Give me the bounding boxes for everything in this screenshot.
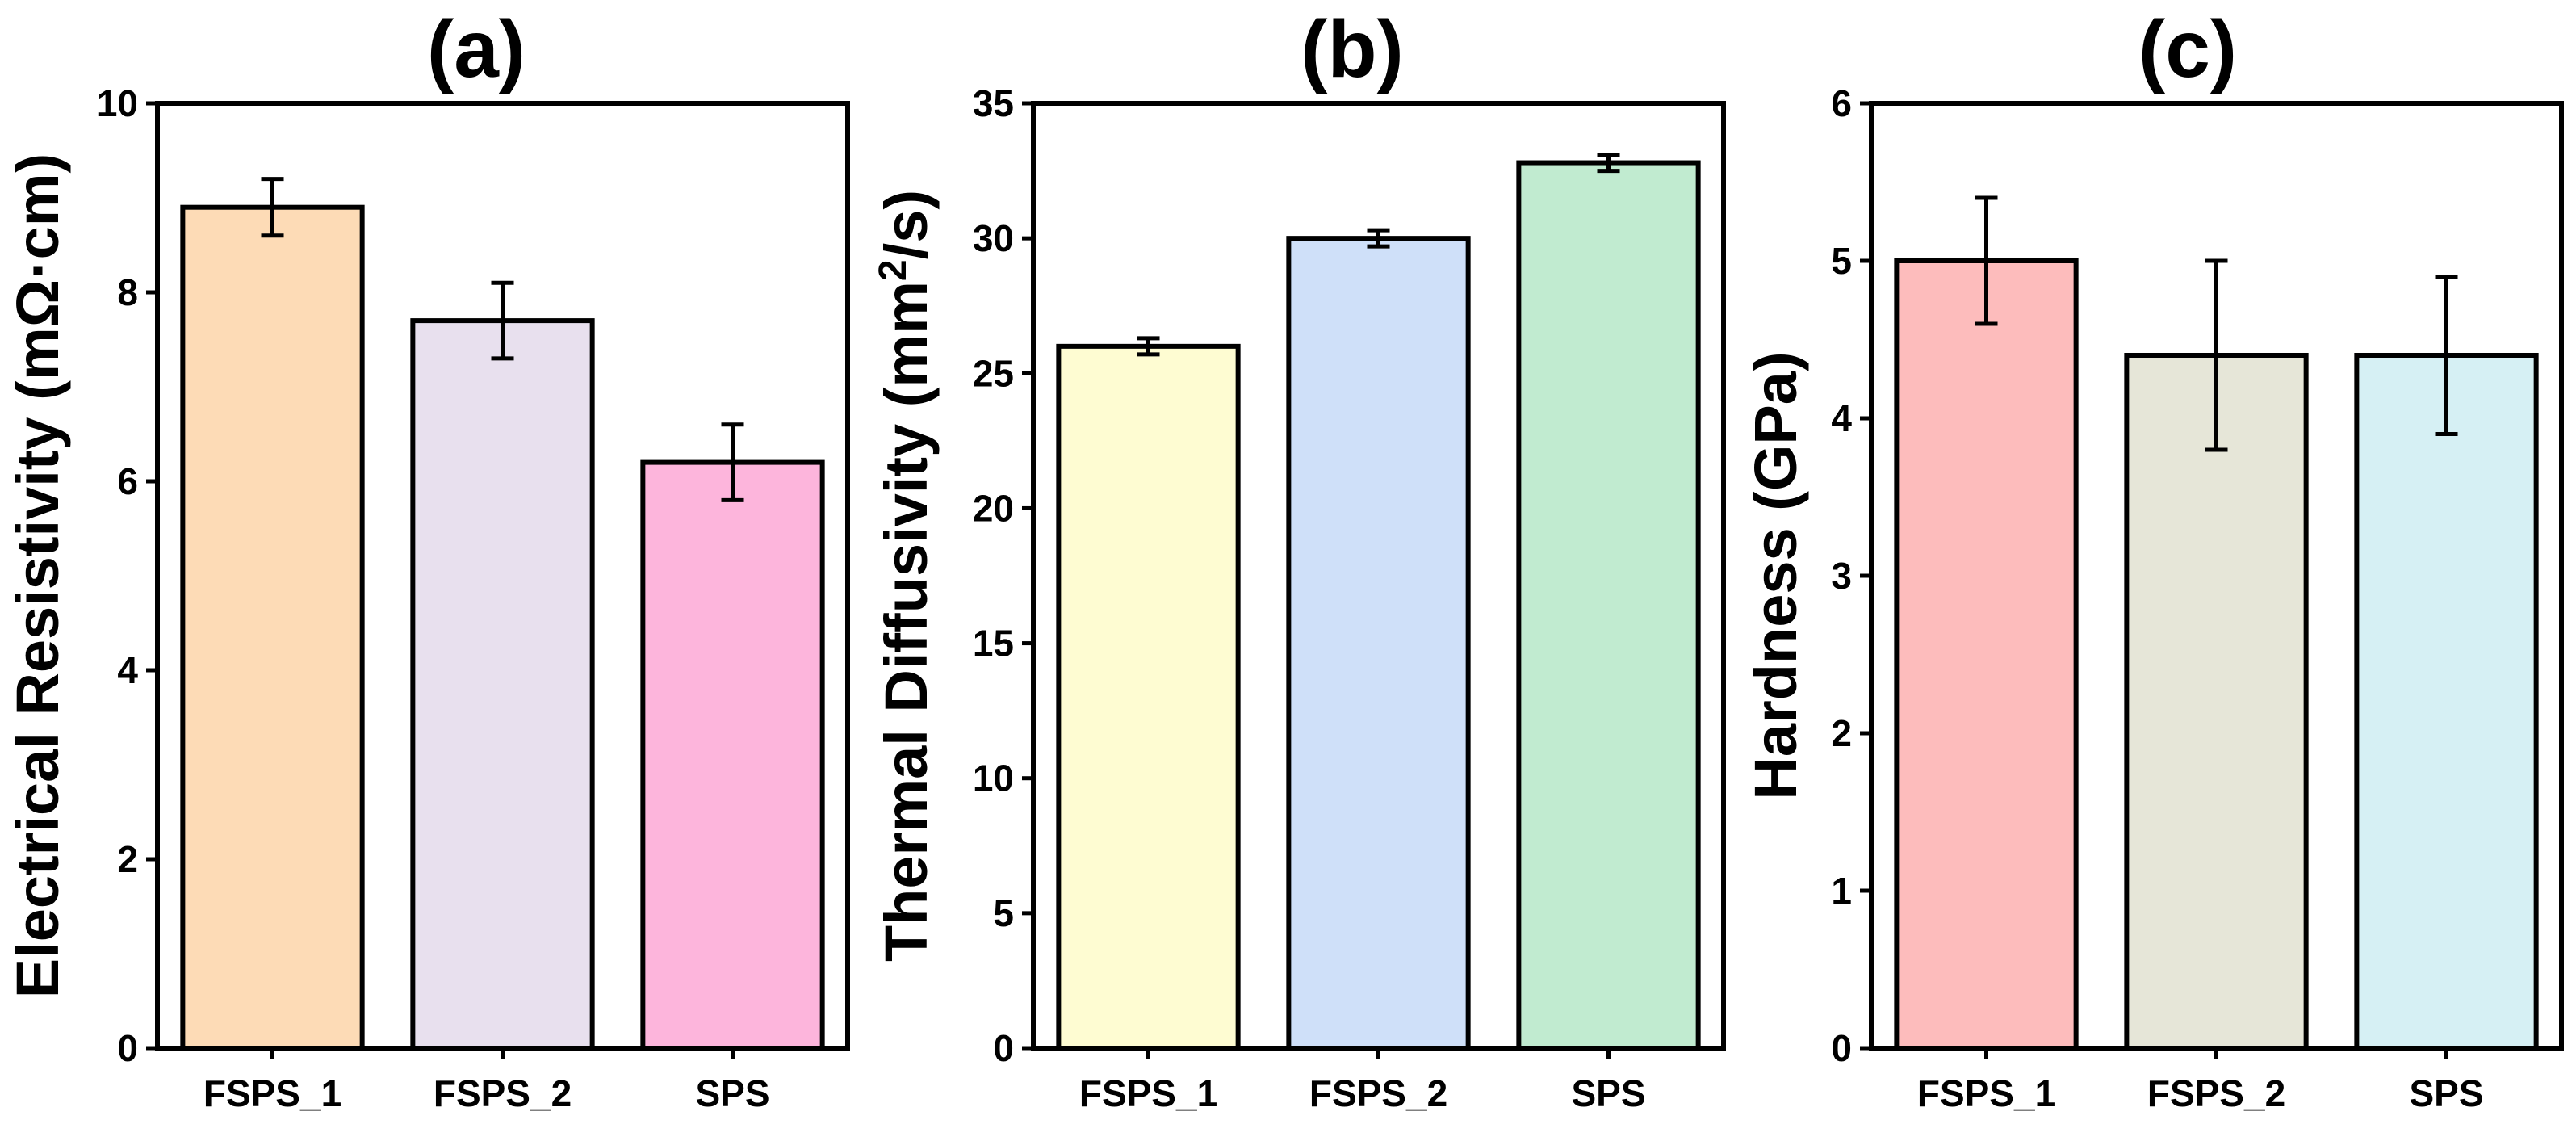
y-tick-label: 10 — [97, 82, 138, 124]
error-bar — [1367, 228, 1390, 249]
y-tick-label: 0 — [117, 1027, 138, 1069]
y-tick-label: 6 — [1831, 82, 1852, 124]
y-axis-label-superscript: 2 — [872, 259, 915, 281]
panel-a: (a) 0 2 4 6 8 10 FSPS_1 FSPS_2 SPS Electrical Resi… — [4, 4, 850, 1114]
x-category-label: FSPS_2 — [1309, 1072, 1447, 1114]
y-axis-label-part: Thermal Diffusivity (mm — [873, 281, 940, 962]
y-tick-label: 20 — [973, 487, 1014, 529]
y-tick-label: 8 — [117, 271, 138, 313]
panel-c: (c) 0 1 2 3 4 5 6 FSPS_1 FSPS_2 SPS Hardness (GPa) — [1742, 4, 2564, 1114]
y-tick-label: 30 — [973, 217, 1014, 259]
x-category-label: FSPS_1 — [1917, 1072, 2055, 1114]
panel-title: (a) — [427, 4, 526, 94]
error-bar — [1137, 336, 1160, 357]
error-bar — [1597, 153, 1620, 174]
bar-sps — [640, 459, 825, 1051]
y-axis-label-part: /s) — [873, 190, 940, 259]
bar-fsps-1 — [180, 204, 365, 1051]
y-axis-label: Hardness (GPa) — [1742, 351, 1809, 799]
y-tick-label: 4 — [117, 649, 138, 691]
y-axis-label-part: Electrical Resistivity (mΩ·cm) — [4, 153, 71, 998]
y-tick-label: 0 — [993, 1027, 1014, 1069]
x-category-label: SPS — [695, 1072, 769, 1114]
y-tick-label: 25 — [973, 352, 1014, 394]
y-tick-label: 1 — [1831, 870, 1852, 912]
y-tick-label: 10 — [973, 757, 1014, 799]
y-tick-label: 2 — [1831, 712, 1852, 754]
panel-title: (c) — [2138, 4, 2237, 94]
error-bar — [2435, 275, 2458, 436]
bar-sps — [2354, 353, 2539, 1051]
bar-fsps-2 — [2124, 353, 2309, 1051]
error-bar — [1975, 195, 1998, 326]
panel-title: (b) — [1301, 4, 1404, 94]
error-bar — [721, 422, 744, 502]
y-tick-label: 2 — [117, 838, 138, 880]
error-bar — [2205, 258, 2228, 452]
bar-fsps-2 — [410, 318, 595, 1051]
y-axis-label: Electrical Resistivity (mΩ·cm) — [4, 153, 71, 998]
x-category-label: FSPS_2 — [2147, 1072, 2285, 1114]
y-tick-label: 4 — [1831, 397, 1852, 439]
y-tick-label: 5 — [993, 892, 1014, 934]
y-tick-label: 5 — [1831, 240, 1852, 282]
bar-fsps-1 — [1056, 343, 1241, 1051]
x-category-label: FSPS_2 — [434, 1072, 572, 1114]
x-category-label: FSPS_1 — [1079, 1072, 1217, 1114]
panel-b: (b) 0 5 10 15 20 25 30 35 FSPS_1 FSPS_2 SPS Thermal … — [872, 4, 1726, 1114]
error-bar — [491, 280, 514, 361]
x-category-label: FSPS_1 — [203, 1072, 341, 1114]
bar-fsps-2 — [1286, 236, 1471, 1051]
y-tick-label: 35 — [973, 82, 1014, 124]
y-tick-label: 0 — [1831, 1027, 1852, 1069]
y-tick-label: 3 — [1831, 555, 1852, 597]
y-tick-label: 6 — [117, 460, 138, 502]
y-axis-label-part: Hardness (GPa) — [1742, 351, 1809, 799]
y-axis-label: Thermal Diffusivity (mm2/s) — [872, 190, 940, 962]
y-tick-label: 15 — [973, 623, 1014, 665]
x-category-label: SPS — [1571, 1072, 1645, 1114]
bar-fsps-1 — [1894, 258, 2079, 1051]
error-bar — [261, 177, 284, 238]
x-category-label: SPS — [2409, 1072, 2483, 1114]
bar-sps — [1516, 160, 1701, 1051]
